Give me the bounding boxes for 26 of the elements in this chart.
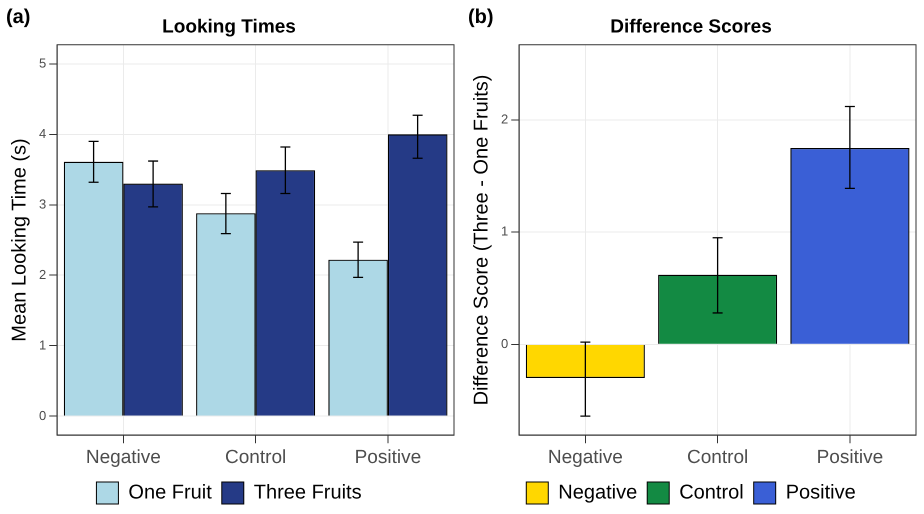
chart-title: Difference Scores: [610, 16, 772, 38]
y-tick-label: 2: [38, 266, 46, 282]
legend-label: Negative: [558, 482, 638, 504]
y-tick-label: 0: [500, 336, 508, 351]
y-tick-label: 3: [38, 196, 46, 212]
x-tick-label: Negative: [548, 446, 623, 468]
x-tick-label: Control: [686, 446, 748, 468]
y-tick-label: 1: [38, 337, 46, 352]
legend-label: Three Fruits: [254, 482, 362, 504]
x-tick-label: Control: [224, 446, 286, 468]
y-tick-label: 1: [500, 224, 508, 239]
y-tick-label: 0: [38, 408, 46, 423]
chart-title: Looking Times: [162, 16, 296, 38]
legend-label: One Fruit: [128, 482, 212, 504]
y-tick-label: 2: [500, 112, 508, 127]
legend-label: Positive: [786, 482, 856, 504]
y-tick-label: 4: [38, 126, 46, 141]
text: (b): [468, 6, 494, 29]
legend-label: Control: [679, 482, 744, 504]
x-tick-label: Positive: [354, 446, 422, 468]
x-tick-label: Negative: [86, 446, 161, 468]
text: (a): [6, 6, 30, 29]
x-tick-label: Positive: [816, 446, 884, 468]
y-axis-title: Difference Score (Three - One Fruits): [470, 74, 493, 406]
y-axis-title: Mean Looking Time (s): [8, 138, 31, 342]
y-tick-label: 5: [38, 55, 46, 70]
